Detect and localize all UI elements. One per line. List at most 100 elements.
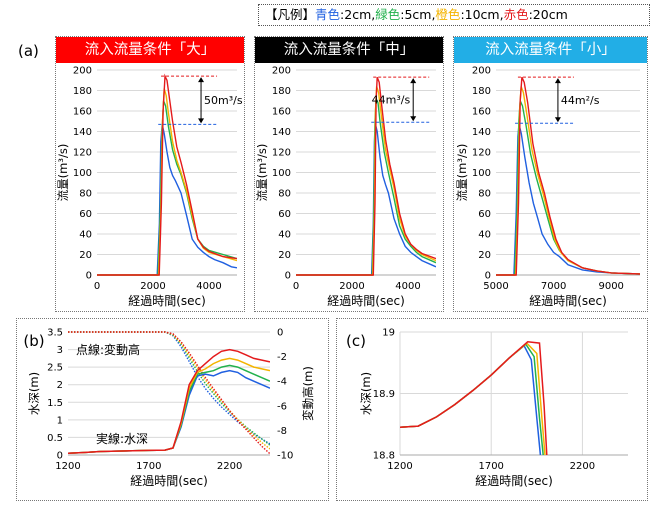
b-ytick-label: 2.5	[47, 363, 63, 374]
panel-a1-box	[55, 36, 245, 312]
a2-ytick-label: 160	[272, 107, 291, 118]
panel-b-box	[16, 318, 329, 501]
a1-ytick-label: 140	[73, 127, 92, 138]
a2-ytick-label: 80	[278, 189, 291, 200]
a3-xtick-label: 7000	[541, 281, 566, 292]
c-ytick-label: 18.8	[373, 451, 395, 462]
a1-ytick-label: 200	[73, 66, 92, 77]
a2-series-red	[296, 76, 436, 276]
legend-prefix: 【凡例】	[265, 7, 316, 22]
a2-series-orange	[296, 86, 436, 276]
legend-orange-label: 橙色	[435, 7, 461, 22]
b-xtick-label: 2200	[217, 461, 242, 472]
a3-ytick-label: 180	[472, 86, 491, 97]
a3-ytick-label: 20	[478, 250, 491, 261]
b-ytick-right-label: -2	[277, 352, 287, 363]
a2-ytick-label: 140	[272, 127, 291, 138]
a2-xtick-label: 4000	[395, 281, 420, 292]
b-ytick-label: 0	[57, 451, 63, 462]
header-medium-flow: 流入流量条件「中」	[255, 37, 443, 63]
c-xtick-label: 1700	[478, 461, 503, 472]
b-x-axis-title: 経過時間(sec)	[130, 474, 208, 488]
b-ytick-right-label: 0	[277, 328, 283, 339]
legend-orange-value: :10cm,	[460, 7, 504, 22]
b-ytick-right-label: -4	[277, 377, 287, 388]
legend-blue-value: :2cm,	[340, 7, 376, 22]
a2-diff-arrow-head-up	[410, 78, 417, 84]
a1-series-green	[97, 100, 237, 276]
a2-ytick-label: 200	[272, 66, 291, 77]
a1-ytick-label: 160	[73, 107, 92, 118]
a3-y-axis-title: 流量(m³/s)	[455, 144, 469, 202]
c-xtick-label: 2200	[570, 461, 595, 472]
a2-y-axis-title: 流量(m³/s)	[255, 144, 269, 202]
a1-x-axis-title: 経過時間(sec)	[128, 294, 206, 308]
a3-diff-arrow-head-up	[554, 78, 561, 84]
panel-c-box	[336, 318, 648, 501]
b-xtick-label: 1200	[55, 461, 80, 472]
a2-ytick-label: 100	[272, 168, 291, 179]
b-ytick-label: 1	[57, 415, 63, 426]
legend-red-label: 赤色	[503, 7, 529, 22]
legend-box: 【凡例】青色:2cm,緑色:5cm,橙色:10cm,赤色:20cm	[258, 4, 650, 26]
a1-xtick-label: 4000	[196, 281, 221, 292]
a3-diff-annotation: 44m²/s	[561, 94, 600, 107]
b-ytick-label: 1.5	[47, 398, 63, 409]
a1-xtick-label: 2000	[140, 281, 165, 292]
a3-xtick-label: 5000	[483, 281, 508, 292]
c-ytick-label: 19	[382, 328, 395, 339]
panel-label-b: (b)	[23, 332, 44, 350]
c-ytick-label: 18.9	[373, 389, 395, 400]
b-ytick-right-label: -6	[277, 401, 287, 412]
legend-green-value: :5cm,	[400, 7, 436, 22]
b-xtick-label: 1700	[136, 461, 161, 472]
legend-red-value: :20cm	[528, 7, 568, 22]
c-y-axis-title: 水深(m)	[359, 372, 373, 415]
a2-x-axis-title: 経過時間(sec)	[327, 294, 405, 308]
a1-ytick-label: 180	[73, 86, 92, 97]
b-bed-change-orange	[68, 331, 270, 450]
c-series-red	[400, 341, 548, 456]
a2-xtick-label: 0	[293, 281, 299, 292]
a1-xtick-label: 0	[94, 281, 100, 292]
a3-ytick-label: 160	[472, 107, 491, 118]
c-series-orange	[400, 342, 546, 456]
c-series-green	[400, 343, 544, 456]
a3-ytick-label: 200	[472, 66, 491, 77]
panel-a2-box	[254, 36, 444, 312]
a1-series-red	[97, 73, 237, 276]
a2-ytick-label: 60	[278, 209, 291, 220]
b-ytick-label: 0.5	[47, 433, 63, 444]
a2-series-blue	[296, 123, 436, 276]
a3-diff-arrow-head-down	[554, 117, 561, 123]
b-bed-change-blue	[68, 331, 270, 445]
a2-xtick-label: 2000	[339, 281, 364, 292]
a1-ytick-label: 60	[79, 209, 92, 220]
b-ytick-right-label: -8	[277, 426, 287, 437]
b-note-solid: 実線:水深	[96, 431, 148, 446]
legend-green-label: 緑色	[375, 7, 401, 22]
b-note-dotted: 点線:変動高	[76, 342, 140, 357]
b-ytick-right-label: -10	[277, 451, 293, 462]
b-ytick-label: 3	[57, 345, 63, 356]
a3-series-red	[496, 76, 640, 276]
a1-diff-annotation: 50m³/s	[204, 94, 243, 107]
a2-ytick-label: 120	[272, 148, 291, 159]
a2-ytick-label: 0	[285, 271, 291, 282]
a3-ytick-label: 40	[478, 230, 491, 241]
a1-ytick-label: 120	[73, 148, 92, 159]
a2-diff-arrow-head-down	[410, 116, 417, 122]
b-ytick-label: 3.5	[47, 328, 63, 339]
a3-ytick-label: 60	[478, 209, 491, 220]
a1-y-axis-title: 流量(m³/s)	[56, 144, 70, 202]
panel-a3-box	[453, 36, 648, 312]
header-large-flow: 流入流量条件「大」	[56, 37, 244, 63]
c-xtick-label: 1200	[387, 461, 412, 472]
a2-ytick-label: 20	[278, 250, 291, 261]
a1-ytick-label: 40	[79, 230, 92, 241]
a3-ytick-label: 0	[485, 271, 491, 282]
header-small-flow: 流入流量条件「小」	[454, 37, 647, 63]
a1-ytick-label: 0	[86, 271, 92, 282]
panel-label-a: (a)	[18, 42, 39, 60]
